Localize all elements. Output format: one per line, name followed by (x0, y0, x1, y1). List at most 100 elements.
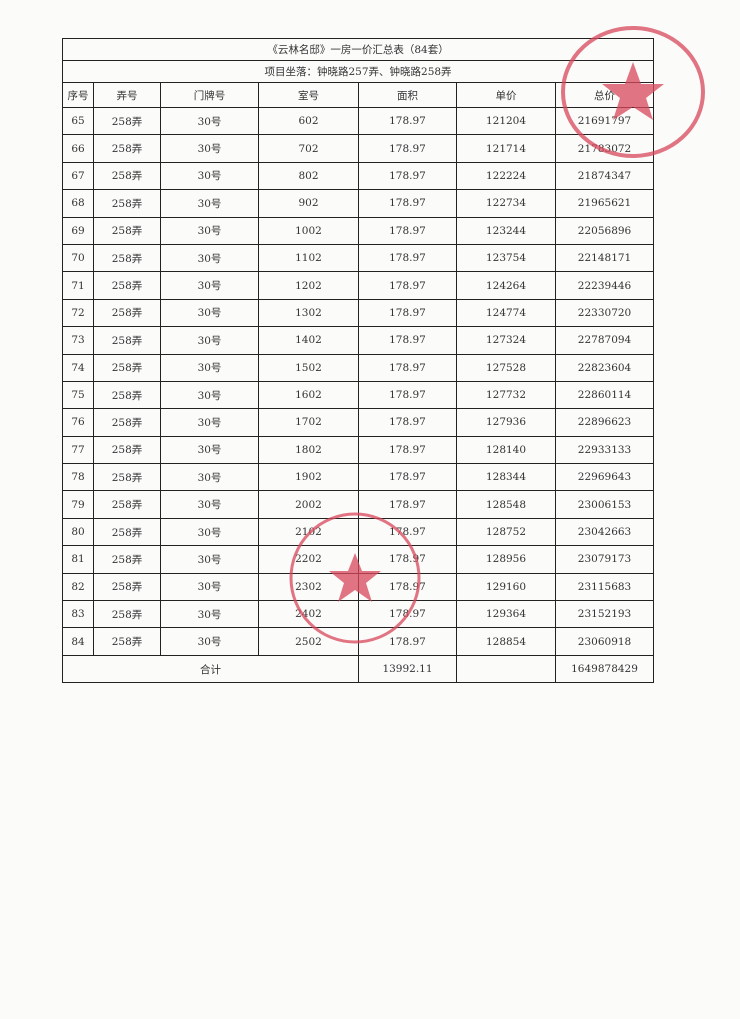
cell-door: 30号 (160, 216, 259, 245)
table-row: 80 258弄 30号 2102 178.97 128752 23042663 (62, 517, 655, 547)
cell-seq: 66 (62, 134, 94, 163)
cell-door: 30号 (160, 517, 259, 547)
table-title: 《云林名邸》一房一价汇总表（84套） (61, 38, 655, 61)
cell-lane: 258弄 (93, 134, 161, 163)
table-row: 84 258弄 30号 2502 178.97 128854 23060918 (62, 627, 655, 656)
cell-seq: 79 (62, 490, 94, 519)
cell-lane: 258弄 (93, 545, 161, 574)
table-row: 66 258弄 30号 702 178.97 121714 21783072 (62, 134, 655, 163)
cell-unit-price: 129160 (456, 572, 556, 602)
cell-total-price: 22896623 (554, 408, 655, 437)
table-row: 67 258弄 30号 802 178.97 122224 21874347 (62, 161, 655, 191)
col-header-lane: 弄号 (93, 82, 161, 108)
cell-total-price: 23006153 (554, 490, 655, 519)
cell-area: 178.97 (358, 298, 457, 328)
cell-seq: 72 (62, 298, 94, 328)
total-empty (456, 654, 556, 684)
col-header-seq: 序号 (62, 82, 94, 108)
cell-door: 30号 (160, 326, 259, 355)
cell-door: 30号 (160, 572, 259, 602)
cell-door: 30号 (160, 545, 259, 574)
table-row: 83 258弄 30号 2402 178.97 129364 23152193 (62, 600, 655, 629)
cell-unit-price: 128854 (456, 627, 556, 656)
cell-seq: 68 (62, 189, 94, 218)
cell-total-price: 22056896 (554, 216, 655, 245)
cell-area: 178.97 (358, 435, 457, 465)
cell-area: 178.97 (358, 627, 457, 656)
cell-door: 30号 (160, 490, 259, 519)
cell-door: 30号 (160, 600, 259, 629)
cell-lane: 258弄 (93, 627, 161, 656)
cell-unit-price: 122224 (456, 161, 556, 191)
cell-door: 30号 (160, 271, 259, 300)
table-row: 79 258弄 30号 2002 178.97 128548 23006153 (62, 490, 655, 519)
cell-total-price: 22330720 (554, 298, 655, 328)
cell-room: 802 (258, 161, 359, 191)
cell-unit-price: 124774 (456, 298, 556, 328)
cell-unit-price: 127528 (456, 353, 556, 382)
cell-seq: 84 (62, 627, 94, 656)
table-row: 68 258弄 30号 902 178.97 122734 21965621 (62, 189, 655, 218)
cell-unit-price: 127936 (456, 408, 556, 437)
cell-unit-price: 122734 (456, 189, 556, 218)
cell-area: 178.97 (358, 490, 457, 519)
cell-total-price: 22148171 (554, 243, 655, 273)
cell-door: 30号 (160, 353, 259, 382)
cell-unit-price: 121204 (456, 106, 556, 136)
cell-door: 30号 (160, 106, 259, 136)
cell-room: 1202 (258, 271, 359, 300)
cell-total-price: 22933133 (554, 435, 655, 465)
cell-unit-price: 128344 (456, 463, 556, 492)
cell-door: 30号 (160, 380, 259, 410)
cell-area: 178.97 (358, 408, 457, 437)
cell-lane: 258弄 (93, 326, 161, 355)
cell-door: 30号 (160, 627, 259, 656)
cell-area: 178.97 (358, 600, 457, 629)
cell-area: 178.97 (358, 271, 457, 300)
cell-area: 178.97 (358, 380, 457, 410)
cell-seq: 81 (62, 545, 94, 574)
col-header-total-price: 总价 (554, 82, 655, 108)
table-row: 81 258弄 30号 2202 178.97 128956 23079173 (62, 545, 655, 574)
col-header-unit-price: 单价 (456, 82, 556, 108)
cell-total-price: 23042663 (554, 517, 655, 547)
cell-area: 178.97 (358, 353, 457, 382)
cell-lane: 258弄 (93, 243, 161, 273)
cell-room: 2202 (258, 545, 359, 574)
cell-room: 2102 (258, 517, 359, 547)
cell-room: 602 (258, 106, 359, 136)
cell-seq: 69 (62, 216, 94, 245)
cell-seq: 70 (62, 243, 94, 273)
cell-lane: 258弄 (93, 490, 161, 519)
cell-door: 30号 (160, 243, 259, 273)
cell-total-price: 22787094 (554, 326, 655, 355)
table-row: 74 258弄 30号 1502 178.97 127528 22823604 (62, 353, 655, 382)
cell-lane: 258弄 (93, 380, 161, 410)
cell-room: 2402 (258, 600, 359, 629)
cell-total-price: 22823604 (554, 353, 655, 382)
cell-total-price: 22860114 (554, 380, 655, 410)
table-row: 76 258弄 30号 1702 178.97 127936 22896623 (62, 408, 655, 437)
cell-lane: 258弄 (93, 271, 161, 300)
cell-door: 30号 (160, 435, 259, 465)
cell-seq: 74 (62, 353, 94, 382)
cell-area: 178.97 (358, 161, 457, 191)
cell-lane: 258弄 (93, 435, 161, 465)
cell-total-price: 21874347 (554, 161, 655, 191)
cell-total-price: 22239446 (554, 271, 655, 300)
total-row: 合计 13992.11 1649878429 (62, 654, 655, 684)
cell-unit-price: 128140 (456, 435, 556, 465)
cell-room: 1402 (258, 326, 359, 355)
cell-unit-price: 128956 (456, 545, 556, 574)
cell-area: 178.97 (358, 243, 457, 273)
cell-room: 1902 (258, 463, 359, 492)
cell-room: 1702 (258, 408, 359, 437)
cell-door: 30号 (160, 463, 259, 492)
cell-seq: 77 (62, 435, 94, 465)
cell-unit-price: 128752 (456, 517, 556, 547)
col-header-area: 面积 (358, 82, 457, 108)
cell-total-price: 23115683 (554, 572, 655, 602)
cell-area: 178.97 (358, 189, 457, 218)
cell-seq: 78 (62, 463, 94, 492)
cell-total-price: 23152193 (554, 600, 655, 629)
